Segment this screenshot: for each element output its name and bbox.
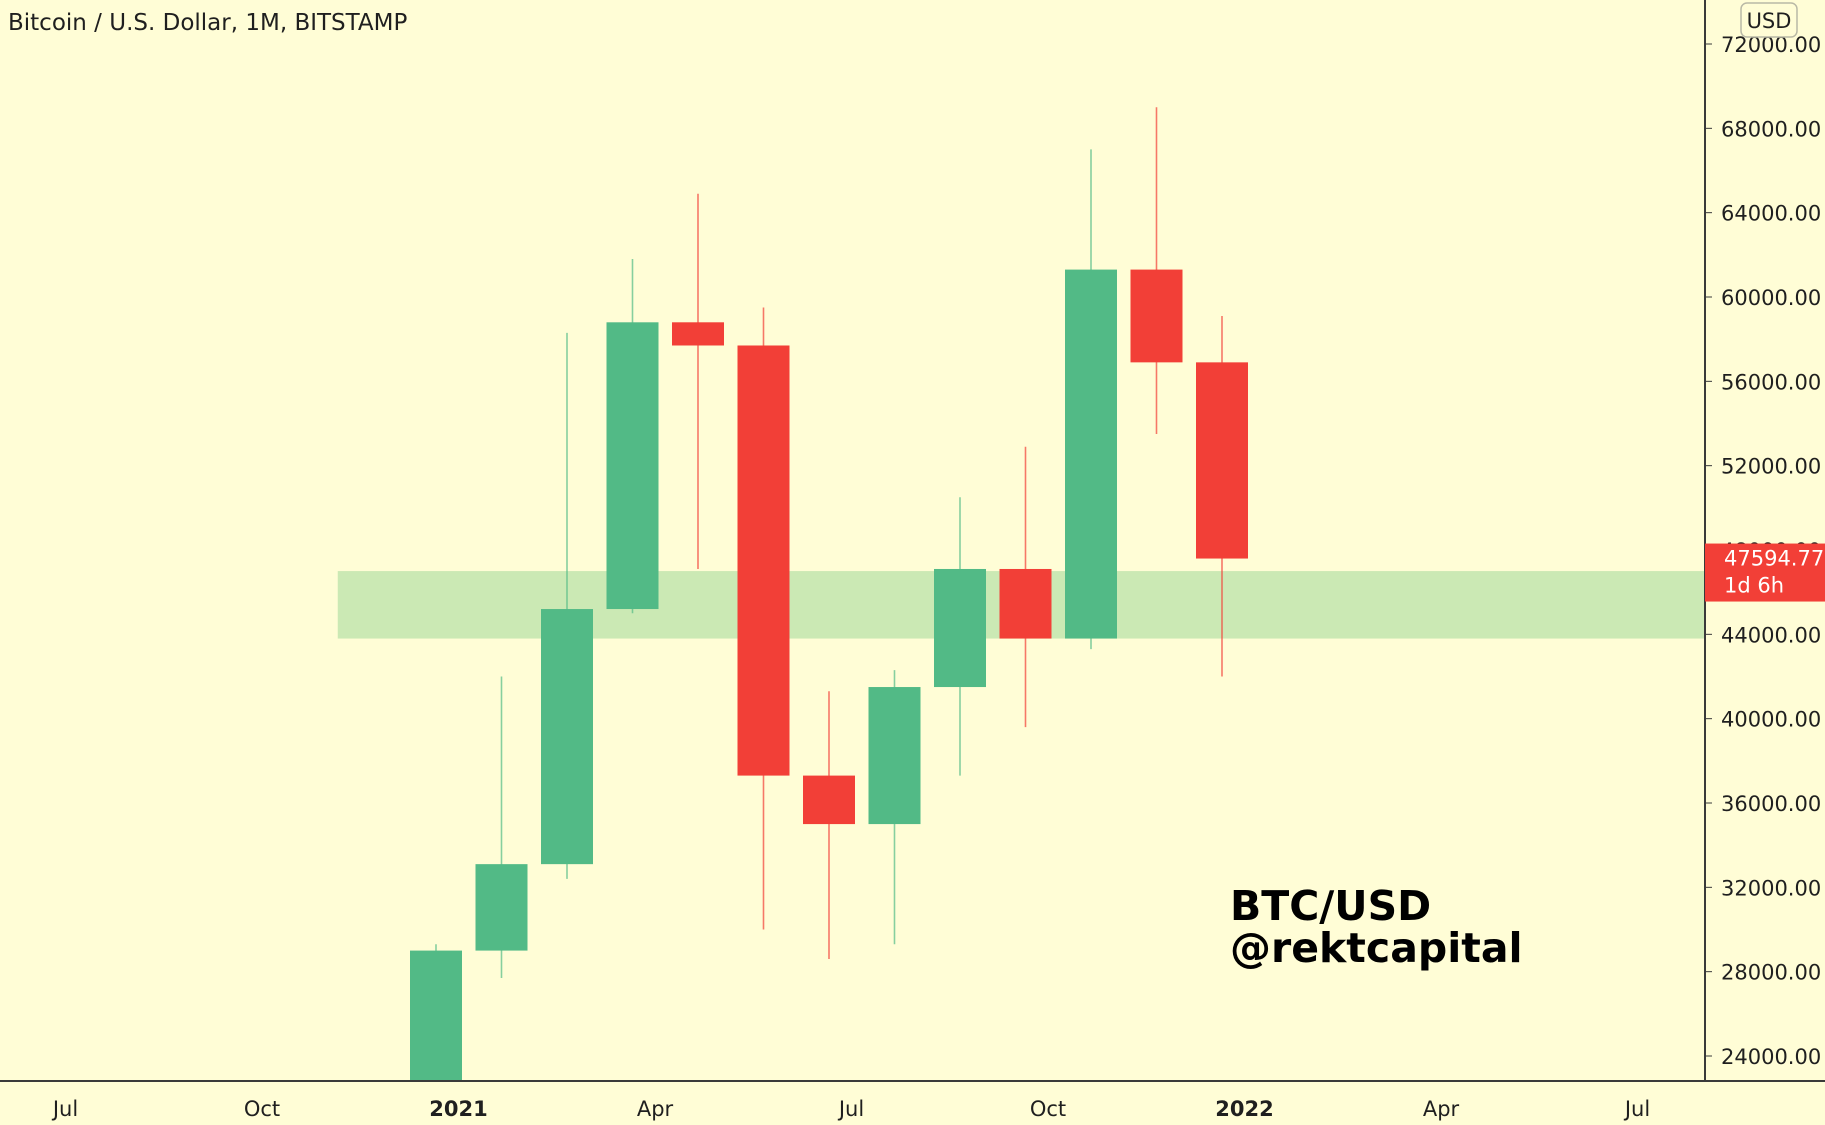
candle-body (934, 568, 986, 688)
time-tick-label: Jul (1623, 1097, 1650, 1121)
time-tick-labels: Jul Oct 2021 Apr Jul Oct 2022 Apr Jul (51, 1097, 1650, 1121)
price-tick-label: 40000.00 (1721, 708, 1821, 732)
chart-title: Bitcoin / U.S. Dollar, 1M, BITSTAMP (8, 10, 407, 36)
candle-2021-06[interactable] (803, 691, 855, 960)
candle-2021-02[interactable] (541, 332, 593, 879)
candle-body (737, 345, 790, 776)
time-tick-label: Jul (837, 1097, 864, 1121)
candle-body (410, 950, 462, 1081)
candle-2021-05[interactable] (737, 307, 790, 930)
candle-body (475, 864, 528, 951)
candle-body (541, 609, 593, 865)
price-tick-label: 28000.00 (1721, 961, 1821, 985)
candle-2020-12[interactable] (410, 944, 462, 1081)
watermark-line-1: BTC/USD (1230, 882, 1431, 930)
candle-body (1065, 269, 1117, 639)
candle-2021-10[interactable] (1065, 149, 1117, 650)
price-tick-label: 68000.00 (1721, 117, 1821, 141)
time-tick-label: 2022 (1215, 1097, 1273, 1121)
price-tick-label: 60000.00 (1721, 286, 1821, 310)
price-tick-labels: 24000.00 28000.00 32000.00 36000.00 40000.00… (1705, 33, 1821, 1069)
candle-body (868, 687, 921, 825)
last-price-badge-box (1705, 543, 1825, 602)
last-price-value: 47594.77 (1724, 547, 1824, 571)
time-tick-label: 2021 (429, 1097, 487, 1121)
time-tick-label: Jul (51, 1097, 78, 1121)
candle-body (1130, 269, 1183, 363)
time-tick-label: Oct (244, 1097, 280, 1121)
last-price-badge: 47594.77 1d 6h (1705, 543, 1825, 602)
candles-layer (410, 107, 1248, 1081)
price-tick-label: 36000.00 (1721, 792, 1821, 816)
candle-2021-03[interactable] (606, 259, 659, 614)
candle-2021-07[interactable] (868, 670, 921, 945)
watermark-line-2: @rektcapital (1230, 924, 1523, 972)
candle-body (606, 322, 659, 610)
candle-2021-12[interactable] (1196, 315, 1248, 677)
price-tick-label: 64000.00 (1721, 202, 1821, 226)
candle-body (803, 775, 855, 825)
currency-badge-box (1740, 2, 1798, 38)
axes-layer (0, 0, 1825, 1082)
currency-badge[interactable]: USD (1740, 2, 1798, 38)
price-tick-label: 52000.00 (1721, 455, 1821, 479)
time-tick-label: Apr (637, 1097, 674, 1121)
candle-2021-08[interactable] (934, 497, 986, 776)
price-tick-label: 32000.00 (1721, 876, 1821, 900)
candle-2021-01[interactable] (475, 676, 528, 978)
candle-2021-04[interactable] (672, 193, 724, 569)
last-price-countdown: 1d 6h (1724, 574, 1784, 598)
price-tick-label: 44000.00 (1721, 623, 1821, 647)
currency-badge-label: USD (1747, 9, 1792, 33)
time-tick-label: Oct (1030, 1097, 1066, 1121)
candle-body (1196, 362, 1248, 559)
candle-2021-09[interactable] (999, 446, 1052, 728)
price-tick-label: 56000.00 (1721, 370, 1821, 394)
candle-2021-11[interactable] (1130, 107, 1183, 435)
candle-body (672, 322, 724, 346)
time-tick-label: Apr (1423, 1097, 1460, 1121)
price-tick-label: 24000.00 (1721, 1045, 1821, 1069)
candle-body (999, 568, 1052, 639)
